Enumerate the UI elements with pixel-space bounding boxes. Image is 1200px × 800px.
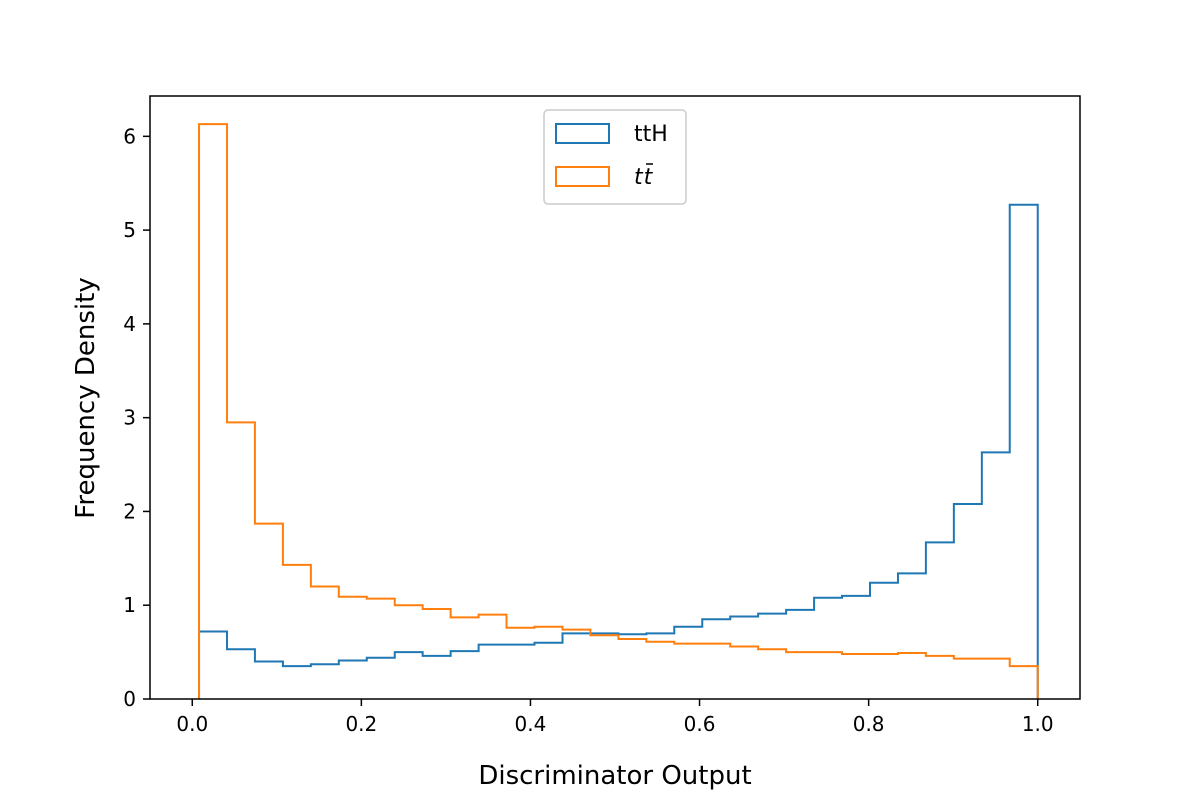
y-axis-ticks: 0 1 2 3 4 5 6 — [123, 124, 150, 711]
x-tick-label: 1.0 — [1022, 712, 1054, 736]
x-tick-label: 0.6 — [684, 712, 716, 736]
series-1-step-line — [198, 123, 1039, 699]
legend-label-ttbar: tt — [634, 165, 654, 190]
x-tick-label: 0.0 — [176, 712, 208, 736]
y-tick-label: 3 — [123, 406, 136, 430]
y-tick-label: 6 — [123, 124, 136, 148]
x-tick-label: 0.4 — [515, 712, 547, 736]
x-tick-label: 0.2 — [345, 712, 377, 736]
x-axis-ticks: 0.0 0.2 0.4 0.6 0.8 1.0 — [176, 699, 1054, 736]
plot-frame — [149, 95, 1081, 700]
legend-swatch-tth — [555, 123, 610, 144]
y-tick-label: 5 — [123, 218, 136, 242]
y-tick-label: 2 — [123, 499, 136, 523]
legend-label-tth: ttH — [634, 122, 668, 147]
y-tick-label: 4 — [123, 312, 136, 336]
legend-box — [543, 109, 687, 205]
series-0-step-line — [198, 203, 1039, 699]
legend: ttH tt — [543, 109, 687, 205]
y-axis-title: Frequency Density — [71, 277, 101, 518]
t-bar-glyph: t — [644, 165, 654, 190]
x-axis-title: Discriminator Output — [478, 761, 751, 791]
series-layer — [198, 123, 1039, 699]
y-tick-label: 1 — [123, 593, 136, 617]
y-tick-label: 0 — [123, 687, 136, 711]
legend-swatch-ttbar — [555, 166, 610, 187]
x-tick-label: 0.8 — [853, 712, 885, 736]
